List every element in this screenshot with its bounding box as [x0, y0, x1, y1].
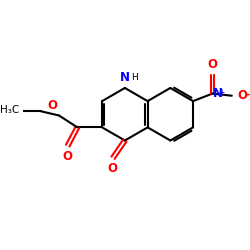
Text: N: N: [120, 71, 130, 84]
Text: O: O: [238, 89, 248, 102]
Text: O: O: [107, 162, 117, 175]
Text: O: O: [63, 150, 73, 164]
Text: O: O: [47, 99, 57, 112]
Text: O: O: [208, 58, 218, 71]
Text: +: +: [218, 88, 225, 97]
Text: N: N: [213, 87, 223, 100]
Text: H: H: [131, 73, 138, 82]
Text: H₃C: H₃C: [0, 105, 20, 115]
Text: -: -: [246, 90, 250, 100]
